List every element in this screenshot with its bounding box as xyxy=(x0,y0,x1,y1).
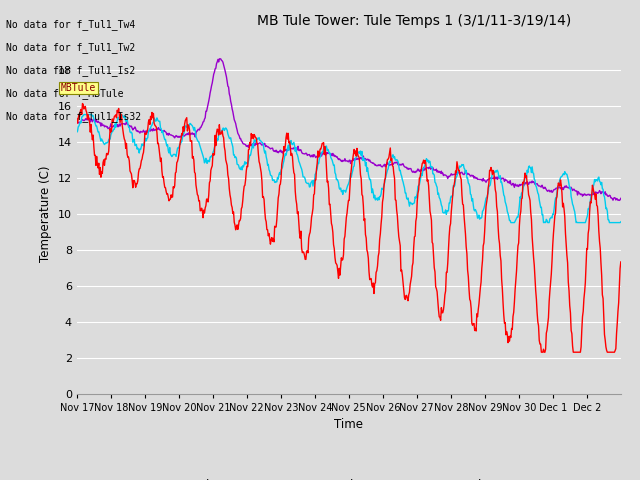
Y-axis label: Temperature (C): Temperature (C) xyxy=(39,165,52,262)
X-axis label: Time: Time xyxy=(334,418,364,431)
Text: No data for f_Tul1_Tw2: No data for f_Tul1_Tw2 xyxy=(6,42,136,53)
Title: MB Tule Tower: Tule Temps 1 (3/1/11-3/19/14): MB Tule Tower: Tule Temps 1 (3/1/11-3/19… xyxy=(257,14,572,28)
Text: No data for f_Tul1_Is32: No data for f_Tul1_Is32 xyxy=(6,111,141,122)
Text: No data for f_MBTule: No data for f_MBTule xyxy=(6,88,124,99)
Text: MBTule: MBTule xyxy=(61,83,96,93)
Text: No data for f_Tul1_Tw4: No data for f_Tul1_Tw4 xyxy=(6,19,136,30)
Legend: Tul1_Tw+10cm, Tul1_Ts-8cm, Tul1_Ts-16cm: Tul1_Tw+10cm, Tul1_Ts-8cm, Tul1_Ts-16cm xyxy=(150,473,548,480)
Text: No data for f_Tul1_Is2: No data for f_Tul1_Is2 xyxy=(6,65,136,76)
